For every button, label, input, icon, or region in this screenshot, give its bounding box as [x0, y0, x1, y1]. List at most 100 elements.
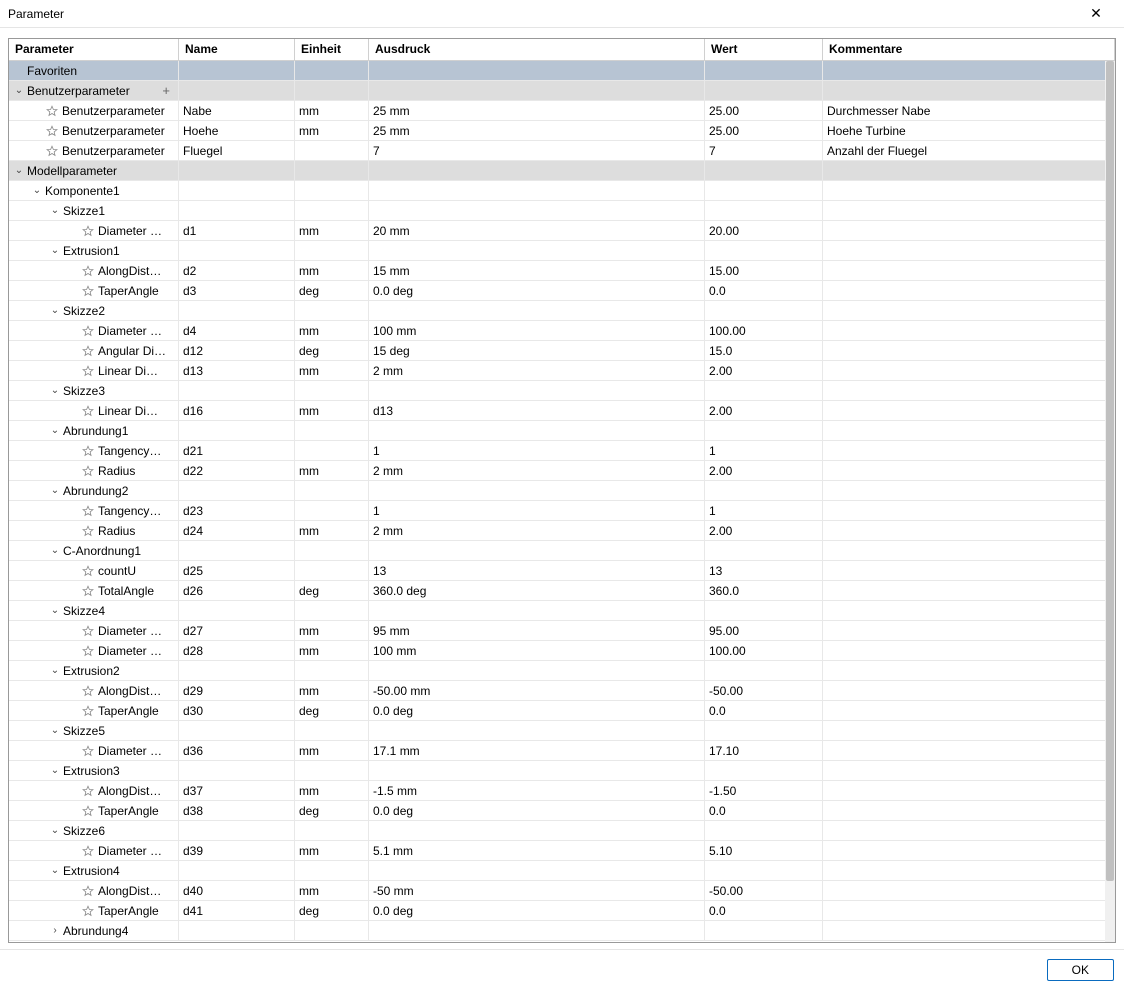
name-cell[interactable]: d28: [179, 641, 295, 660]
expression-cell[interactable]: d13: [369, 401, 705, 420]
expression-cell[interactable]: 17.1 mm: [369, 741, 705, 760]
value-cell[interactable]: 0.0: [705, 901, 823, 920]
table-row[interactable]: ⌄Extrusion4: [9, 861, 1115, 881]
table-row[interactable]: AlongDist…d29mm-50.00 mm-50.00: [9, 681, 1115, 701]
unit-cell[interactable]: mm: [295, 401, 369, 420]
tree-cell[interactable]: ›Abrundung4: [9, 921, 179, 940]
unit-cell[interactable]: mm: [295, 461, 369, 480]
expression-cell[interactable]: 25 mm: [369, 121, 705, 140]
table-row[interactable]: ⌄Skizze6: [9, 821, 1115, 841]
tree-cell[interactable]: AlongDist…: [9, 681, 179, 700]
name-cell[interactable]: d30: [179, 701, 295, 720]
name-cell[interactable]: d21: [179, 441, 295, 460]
unit-cell[interactable]: deg: [295, 341, 369, 360]
star-icon[interactable]: [81, 805, 95, 817]
star-icon[interactable]: [81, 345, 95, 357]
comment-cell[interactable]: [823, 841, 1115, 860]
table-row[interactable]: Tangency…d2111: [9, 441, 1115, 461]
name-cell[interactable]: d36: [179, 741, 295, 760]
value-cell[interactable]: 1: [705, 441, 823, 460]
table-row[interactable]: TaperAngled41deg0.0 deg0.0: [9, 901, 1115, 921]
expression-cell[interactable]: 360.0 deg: [369, 581, 705, 600]
tree-cell[interactable]: ⌄Abrundung2: [9, 481, 179, 500]
value-cell[interactable]: 360.0: [705, 581, 823, 600]
name-cell[interactable]: d25: [179, 561, 295, 580]
chevron-down-icon[interactable]: ⌄: [49, 485, 61, 496]
table-row[interactable]: ⌄Abrundung2: [9, 481, 1115, 501]
tree-cell[interactable]: ⌄C-Anordnung1: [9, 541, 179, 560]
expression-cell[interactable]: 0.0 deg: [369, 281, 705, 300]
chevron-down-icon[interactable]: ⌄: [49, 725, 61, 736]
table-row[interactable]: Diameter …d27mm95 mm95.00: [9, 621, 1115, 641]
unit-cell[interactable]: [295, 141, 369, 160]
unit-cell[interactable]: deg: [295, 901, 369, 920]
grid-body[interactable]: Favoriten⌄Benutzerparameter+Benutzerpara…: [9, 61, 1115, 942]
expression-cell[interactable]: 13: [369, 561, 705, 580]
comment-cell[interactable]: [823, 341, 1115, 360]
value-cell[interactable]: 20.00: [705, 221, 823, 240]
tree-cell[interactable]: ⌄Skizze5: [9, 721, 179, 740]
unit-cell[interactable]: [295, 501, 369, 520]
star-icon[interactable]: [81, 785, 95, 797]
unit-cell[interactable]: mm: [295, 361, 369, 380]
star-icon[interactable]: [45, 125, 59, 137]
comment-cell[interactable]: [823, 561, 1115, 580]
table-row[interactable]: BenutzerparameterFluegel77Anzahl der Flu…: [9, 141, 1115, 161]
value-cell[interactable]: 0.0: [705, 701, 823, 720]
expression-cell[interactable]: -50.00 mm: [369, 681, 705, 700]
chevron-down-icon[interactable]: ⌄: [49, 205, 61, 216]
tree-cell[interactable]: ⌄Skizze4: [9, 601, 179, 620]
expression-cell[interactable]: 15 deg: [369, 341, 705, 360]
value-cell[interactable]: 0.0: [705, 281, 823, 300]
table-row[interactable]: TaperAngled30deg0.0 deg0.0: [9, 701, 1115, 721]
expression-cell[interactable]: -1.5 mm: [369, 781, 705, 800]
unit-cell[interactable]: mm: [295, 621, 369, 640]
name-cell[interactable]: d39: [179, 841, 295, 860]
expression-cell[interactable]: 15 mm: [369, 261, 705, 280]
tree-cell[interactable]: ⌄Abrundung1: [9, 421, 179, 440]
expression-cell[interactable]: 2 mm: [369, 461, 705, 480]
tree-cell[interactable]: Angular Di…: [9, 341, 179, 360]
tree-cell[interactable]: AlongDist…: [9, 881, 179, 900]
comment-cell[interactable]: [823, 801, 1115, 820]
value-cell[interactable]: 1: [705, 501, 823, 520]
value-cell[interactable]: 100.00: [705, 321, 823, 340]
header-ausdruck[interactable]: Ausdruck: [369, 39, 705, 60]
chevron-down-icon[interactable]: ⌄: [49, 385, 61, 396]
expression-cell[interactable]: 7: [369, 141, 705, 160]
value-cell[interactable]: -50.00: [705, 881, 823, 900]
tree-cell[interactable]: AlongDist…: [9, 781, 179, 800]
unit-cell[interactable]: mm: [295, 321, 369, 340]
comment-cell[interactable]: [823, 281, 1115, 300]
name-cell[interactable]: d27: [179, 621, 295, 640]
expression-cell[interactable]: 0.0 deg: [369, 701, 705, 720]
name-cell[interactable]: d3: [179, 281, 295, 300]
chevron-down-icon[interactable]: ⌄: [49, 665, 61, 676]
tree-cell[interactable]: TaperAngle: [9, 901, 179, 920]
expression-cell[interactable]: 100 mm: [369, 321, 705, 340]
tree-cell[interactable]: Diameter …: [9, 621, 179, 640]
chevron-down-icon[interactable]: ⌄: [49, 425, 61, 436]
table-row[interactable]: ⌄C-Anordnung1: [9, 541, 1115, 561]
tree-cell[interactable]: ⌄Benutzerparameter+: [9, 81, 179, 100]
star-icon[interactable]: [81, 365, 95, 377]
table-row[interactable]: Diameter …d28mm100 mm100.00: [9, 641, 1115, 661]
star-icon[interactable]: [81, 645, 95, 657]
unit-cell[interactable]: mm: [295, 221, 369, 240]
expression-cell[interactable]: 20 mm: [369, 221, 705, 240]
name-cell[interactable]: d41: [179, 901, 295, 920]
table-row[interactable]: Linear Di…d16mmd132.00: [9, 401, 1115, 421]
table-row[interactable]: ⌄Skizze5: [9, 721, 1115, 741]
value-cell[interactable]: 25.00: [705, 121, 823, 140]
table-row[interactable]: Radiusd22mm2 mm2.00: [9, 461, 1115, 481]
expression-cell[interactable]: 0.0 deg: [369, 901, 705, 920]
value-cell[interactable]: 25.00: [705, 101, 823, 120]
star-icon[interactable]: [81, 525, 95, 537]
unit-cell[interactable]: mm: [295, 121, 369, 140]
expression-cell[interactable]: -50 mm: [369, 881, 705, 900]
comment-cell[interactable]: [823, 441, 1115, 460]
unit-cell[interactable]: mm: [295, 781, 369, 800]
header-wert[interactable]: Wert: [705, 39, 823, 60]
unit-cell[interactable]: mm: [295, 681, 369, 700]
table-row[interactable]: Diameter …d36mm17.1 mm17.10: [9, 741, 1115, 761]
